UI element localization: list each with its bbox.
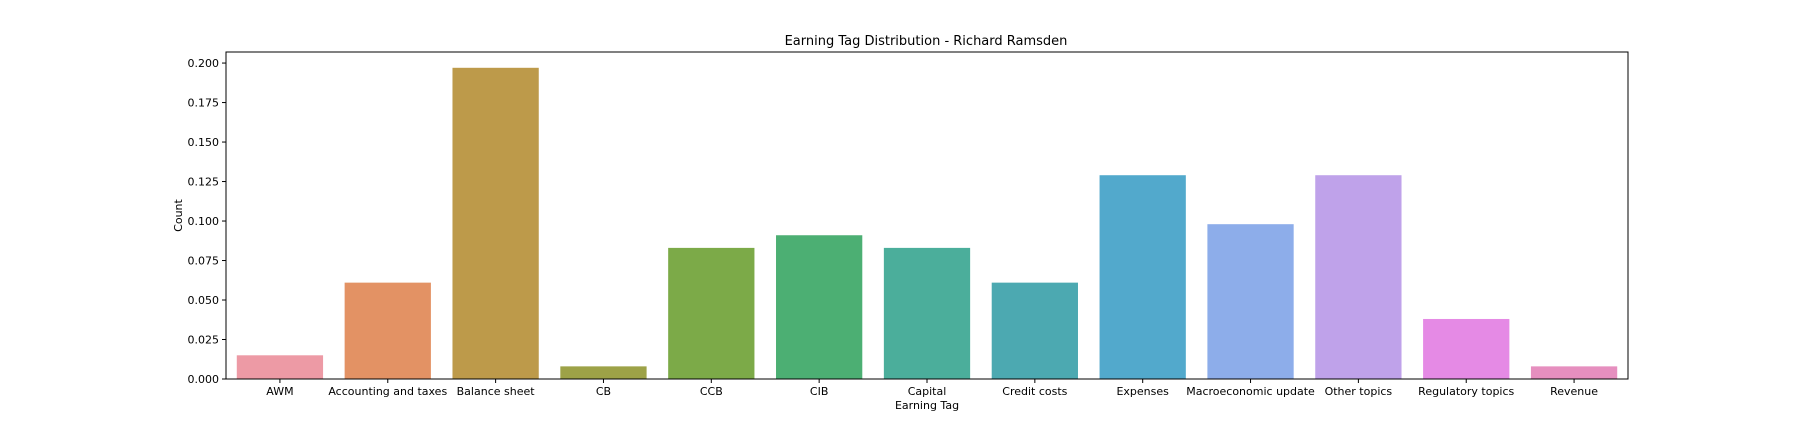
x-tick-label: Expenses (1116, 385, 1169, 398)
bar-revenue (1530, 366, 1618, 379)
bar-capital (883, 247, 971, 379)
y-axis-label: Count (172, 198, 185, 231)
bar-credit-costs (991, 282, 1078, 379)
x-tick-label: CIB (810, 385, 828, 398)
bar-expenses (1099, 175, 1186, 379)
x-tick-label: Accounting and taxes (328, 385, 447, 398)
y-tick-label: 0.075 (188, 255, 220, 268)
bar-awm (236, 355, 324, 379)
bars-group (236, 67, 1618, 379)
y-tick-label: 0.200 (188, 57, 220, 70)
bar-regulatory-topics (1423, 318, 1510, 379)
x-tick-label: AWM (266, 385, 293, 398)
y-tick-label: 0.050 (188, 294, 220, 307)
x-tick-label: Credit costs (1002, 385, 1067, 398)
x-axis-label: Earning Tag (895, 399, 959, 412)
y-tick-label: 0.150 (188, 136, 220, 149)
y-tick-label: 0.025 (188, 334, 220, 347)
x-tick-label: CB (596, 385, 611, 398)
bar-macroeconomic-update (1207, 224, 1294, 379)
x-tick-label: Balance sheet (457, 385, 536, 398)
bar-balance-sheet (452, 67, 539, 379)
y-tick-label: 0.000 (188, 373, 220, 386)
bar-ccb (668, 247, 755, 379)
chart-title: Earning Tag Distribution - Richard Ramsd… (785, 34, 1068, 49)
bar-accounting-and-taxes (344, 282, 431, 379)
x-tick-label: Macroeconomic update (1186, 385, 1315, 398)
x-tick-label: Regulatory topics (1418, 385, 1514, 398)
x-tick-label: Other topics (1325, 385, 1393, 398)
y-axis: 0.000 0.025 0.050 0.075 0.100 0.125 0.150 0.175… (188, 57, 226, 386)
y-tick-label: 0.125 (188, 176, 220, 189)
x-tick-label: CCB (700, 385, 723, 398)
y-tick-label: 0.175 (188, 97, 220, 110)
x-axis: AWM Accounting and taxes Balance sheet CB CC… (266, 379, 1598, 398)
bar-other-topics (1315, 175, 1402, 379)
y-tick-label: 0.100 (188, 215, 220, 228)
plot-frame (225, 51, 1629, 380)
bar-cb (560, 366, 647, 379)
x-tick-label: Capital (908, 385, 947, 398)
x-tick-label: Revenue (1550, 385, 1598, 398)
bar-cib (776, 235, 863, 379)
